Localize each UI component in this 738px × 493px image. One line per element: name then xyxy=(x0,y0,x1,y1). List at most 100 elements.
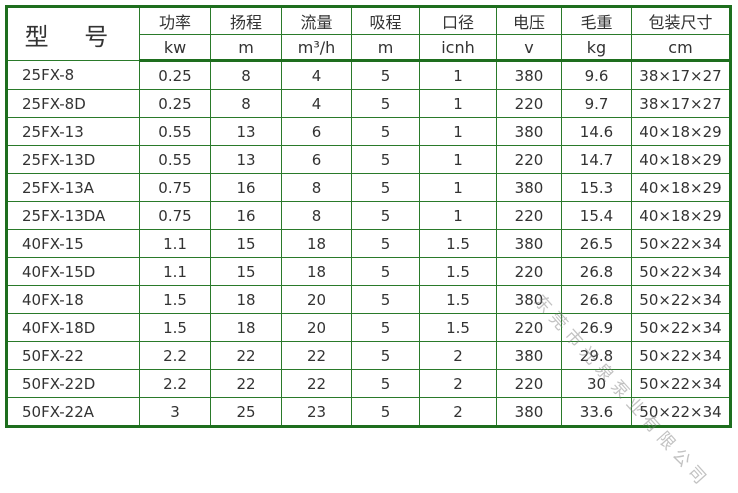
value-cell: 50×22×34 xyxy=(631,341,731,370)
value-cell: 380 xyxy=(496,60,562,90)
header-col: 电压 xyxy=(496,6,562,35)
model-cell: 50FX-22 xyxy=(6,341,140,370)
value-cell: 5 xyxy=(351,229,420,258)
value-cell: 8 xyxy=(281,201,352,230)
value-cell: 16 xyxy=(210,201,282,230)
table-row: 40FX-18 1.5 18 20 5 1.5 380 26.8 50×22×34 xyxy=(6,285,731,314)
value-cell: 5 xyxy=(351,397,420,427)
value-cell: 5 xyxy=(351,60,420,90)
value-cell: 0.55 xyxy=(139,117,211,146)
value-cell: 220 xyxy=(496,145,562,174)
value-cell: 5 xyxy=(351,173,420,202)
value-cell: 220 xyxy=(496,369,562,398)
value-cell: 1.5 xyxy=(419,257,497,286)
model-cell: 40FX-15 xyxy=(6,229,140,258)
value-cell: 6 xyxy=(281,145,352,174)
value-cell: 9.6 xyxy=(561,60,632,90)
value-cell: 4 xyxy=(281,60,352,90)
value-cell: 5 xyxy=(351,369,420,398)
value-cell: 18 xyxy=(210,313,282,342)
value-cell: 33.6 xyxy=(561,397,632,427)
model-cell: 50FX-22D xyxy=(6,369,140,398)
model-cell: 40FX-18D xyxy=(6,313,140,342)
header-col: 吸程 xyxy=(351,6,420,35)
value-cell: 50×22×34 xyxy=(631,397,731,427)
value-cell: 1.5 xyxy=(419,229,497,258)
value-cell: 5 xyxy=(351,89,420,118)
value-cell: 20 xyxy=(281,285,352,314)
value-cell: 50×22×34 xyxy=(631,285,731,314)
value-cell: 1 xyxy=(419,60,497,90)
value-cell: 9.7 xyxy=(561,89,632,118)
header-col: 扬程 xyxy=(210,6,282,35)
value-cell: 22 xyxy=(210,341,282,370)
value-cell: 380 xyxy=(496,117,562,146)
value-cell: 38×17×27 xyxy=(631,89,731,118)
header-col: 功率 xyxy=(139,6,211,35)
value-cell: 40×18×29 xyxy=(631,173,731,202)
value-cell: 380 xyxy=(496,341,562,370)
value-cell: 25 xyxy=(210,397,282,427)
value-cell: 26.8 xyxy=(561,257,632,286)
value-cell: 23 xyxy=(281,397,352,427)
value-cell: 5 xyxy=(351,341,420,370)
value-cell: 1.5 xyxy=(419,285,497,314)
value-cell: 1.1 xyxy=(139,229,211,258)
value-cell: 29.8 xyxy=(561,341,632,370)
header-unit: cm xyxy=(631,34,731,62)
header-col: 毛重 xyxy=(561,6,632,35)
value-cell: 0.75 xyxy=(139,201,211,230)
value-cell: 50×22×34 xyxy=(631,257,731,286)
value-cell: 5 xyxy=(351,257,420,286)
value-cell: 8 xyxy=(210,60,282,90)
value-cell: 40×18×29 xyxy=(631,201,731,230)
value-cell: 50×22×34 xyxy=(631,229,731,258)
value-cell: 0.25 xyxy=(139,89,211,118)
table-row: 25FX-8D 0.25 8 4 5 1 220 9.7 38×17×27 xyxy=(6,89,731,118)
table-row: 25FX-13 0.55 13 6 5 1 380 14.6 40×18×29 xyxy=(6,117,731,146)
value-cell: 2.2 xyxy=(139,341,211,370)
model-cell: 50FX-22A xyxy=(6,397,140,427)
value-cell: 1.5 xyxy=(139,313,211,342)
value-cell: 220 xyxy=(496,201,562,230)
model-cell: 40FX-18 xyxy=(6,285,140,314)
value-cell: 13 xyxy=(210,145,282,174)
value-cell: 8 xyxy=(281,173,352,202)
value-cell: 1.1 xyxy=(139,257,211,286)
model-cell: 40FX-15D xyxy=(6,257,140,286)
model-cell: 25FX-13D xyxy=(6,145,140,174)
value-cell: 8 xyxy=(210,89,282,118)
value-cell: 50×22×34 xyxy=(631,369,731,398)
value-cell: 40×18×29 xyxy=(631,117,731,146)
value-cell: 380 xyxy=(496,229,562,258)
model-cell: 25FX-8D xyxy=(6,89,140,118)
value-cell: 5 xyxy=(351,285,420,314)
header-unit: v xyxy=(496,34,562,62)
value-cell: 16 xyxy=(210,173,282,202)
header-unit: icnh xyxy=(419,34,497,62)
header-col: 口径 xyxy=(419,6,497,35)
value-cell: 15 xyxy=(210,257,282,286)
value-cell: 1 xyxy=(419,201,497,230)
value-cell: 26.8 xyxy=(561,285,632,314)
table-row: 25FX-13A 0.75 16 8 5 1 380 15.3 40×18×29 xyxy=(6,173,731,202)
value-cell: 220 xyxy=(496,89,562,118)
table-row: 40FX-18D 1.5 18 20 5 1.5 220 26.9 50×22×34 xyxy=(6,313,731,342)
header-col: 流量 xyxy=(281,6,352,35)
value-cell: 18 xyxy=(281,257,352,286)
value-cell: 13 xyxy=(210,117,282,146)
table-row: 25FX-8 0.25 8 4 5 1 380 9.6 38×17×27 xyxy=(6,60,731,90)
value-cell: 14.7 xyxy=(561,145,632,174)
table-row: 25FX-13D 0.55 13 6 5 1 220 14.7 40×18×29 xyxy=(6,145,731,174)
value-cell: 2 xyxy=(419,341,497,370)
value-cell: 220 xyxy=(496,257,562,286)
value-cell: 2.2 xyxy=(139,369,211,398)
value-cell: 1.5 xyxy=(419,313,497,342)
table-row: 50FX-22A 3 25 23 5 2 380 33.6 50×22×34 xyxy=(6,397,731,427)
value-cell: 50×22×34 xyxy=(631,313,731,342)
header-model: 型 号 xyxy=(6,6,140,61)
value-cell: 22 xyxy=(281,341,352,370)
value-cell: 1 xyxy=(419,89,497,118)
value-cell: 22 xyxy=(281,369,352,398)
value-cell: 15 xyxy=(210,229,282,258)
